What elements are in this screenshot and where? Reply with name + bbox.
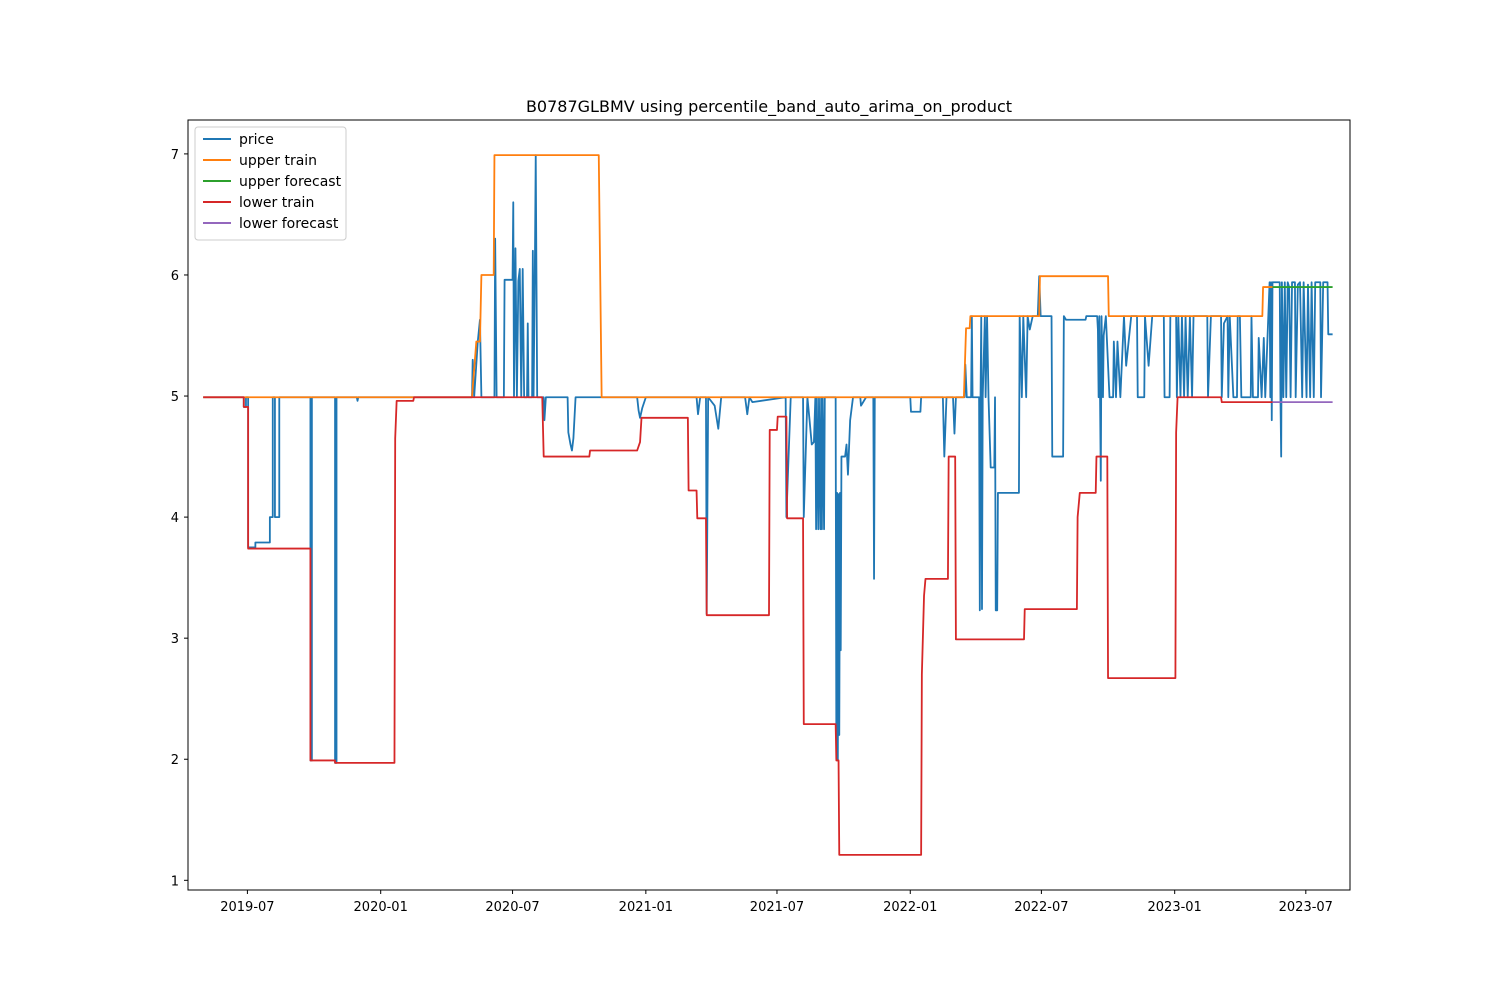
series-line-lower-train: [203, 396, 1273, 856]
y-tick-label: 4: [171, 511, 179, 526]
x-tick-label: 2020-01: [354, 900, 408, 915]
series-layer: [203, 154, 1333, 856]
legend-label: price: [239, 132, 274, 148]
axes-frame: [187, 119, 1351, 891]
x-tick-label: 2023-01: [1148, 900, 1202, 915]
x-tick-label: 2022-07: [1014, 900, 1068, 915]
x-tick-label: 2023-07: [1279, 900, 1333, 915]
x-axis: 2019-07 2020-01 2020-07 2021-01 2021-07 2022-…: [220, 890, 1333, 915]
legend-label: upper train: [239, 153, 317, 169]
x-tick-label: 2021-01: [619, 900, 673, 915]
y-axis: 1 2 3 4 5 6 7: [171, 148, 188, 889]
legend-label: lower forecast: [239, 216, 339, 232]
y-tick-label: 1: [171, 874, 179, 889]
x-tick-label: 2019-07: [220, 900, 274, 915]
x-tick-label: 2021-07: [750, 900, 804, 915]
chart-title: B0787GLBMV using percentile_band_auto_ar…: [526, 97, 1012, 117]
y-tick-label: 7: [171, 148, 179, 163]
y-tick-label: 2: [171, 753, 179, 768]
legend-label: upper forecast: [239, 174, 342, 190]
series-line-upper-train: [203, 154, 1273, 399]
x-tick-label: 2020-07: [485, 900, 539, 915]
y-tick-label: 5: [171, 390, 179, 405]
y-tick-label: 6: [171, 269, 179, 284]
x-tick-label: 2022-01: [883, 900, 937, 915]
legend-label: lower train: [239, 195, 314, 211]
legend: price upper train upper forecast lower trai…: [194, 126, 347, 241]
y-tick-label: 3: [171, 632, 179, 647]
legend-box: [194, 126, 347, 241]
